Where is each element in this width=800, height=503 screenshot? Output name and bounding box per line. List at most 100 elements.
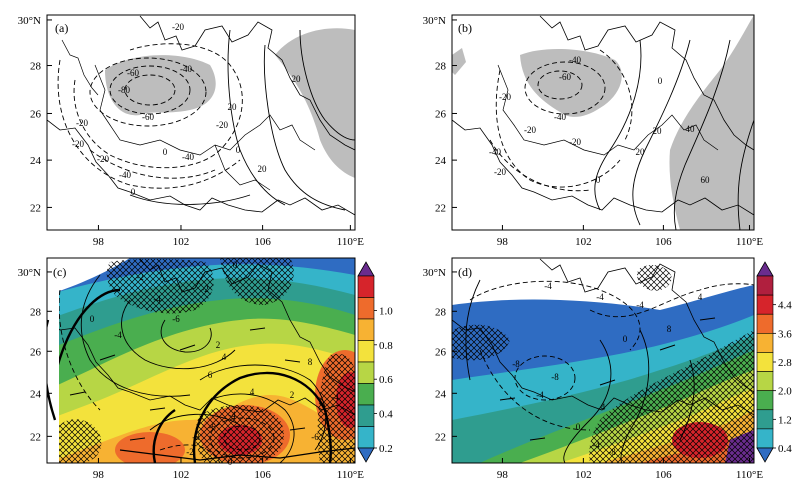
y-tick-label: 28 <box>435 61 447 73</box>
panel-b-shade-north <box>520 48 622 117</box>
contour-label: 8 <box>667 324 672 334</box>
panel-c-frame <box>46 257 356 464</box>
panel-b-border-inner <box>497 64 719 156</box>
y-tick-label: 26 <box>435 108 447 120</box>
colorbar-segment <box>756 409 774 430</box>
panel-a-coastline <box>139 15 355 151</box>
colorbar-label: 3.6 <box>778 328 792 340</box>
panel-a-shade-west <box>105 55 216 116</box>
contour-label: 0 <box>236 145 241 155</box>
colorbar-label: 1.2 <box>778 414 792 426</box>
colorbar-bottom-arrow <box>756 447 774 463</box>
contour-label: -6 <box>172 314 180 324</box>
x-tick-label: 110°E <box>736 236 763 248</box>
contour-label: -40 <box>569 55 581 65</box>
x-tick-label: 98 <box>497 469 509 481</box>
colorbar-segment <box>756 352 774 372</box>
contour-label: 0 <box>623 334 628 344</box>
x-tick-label: 102 <box>575 236 592 248</box>
panel-a: -20 -40 -60 -60 -80 -20 0 -20 -20 -40 -40 -20 0 20 20 2… <box>46 14 356 231</box>
colorbar-top-arrow <box>357 261 375 277</box>
contour-label: -60 <box>127 68 139 78</box>
contour-label: -8 <box>192 432 200 442</box>
contour-label: 8 <box>308 357 313 367</box>
x-tick-label: 98 <box>93 236 105 248</box>
panel-b-border-south <box>452 119 754 216</box>
panel-d-hatch-north <box>637 265 672 291</box>
colorbar-segment <box>357 361 375 384</box>
panel-c-hatch-ne <box>220 258 294 305</box>
y-tick-label: 24 <box>435 155 447 167</box>
y-tick-label: 30°N <box>18 15 41 27</box>
contour-label: -8 <box>512 359 520 369</box>
contour-label: -20 <box>76 118 88 128</box>
panel-d-frame <box>451 257 755 464</box>
colorbar-segment <box>357 404 375 427</box>
contour-label: -2 <box>186 447 194 457</box>
contour-label: 0 <box>90 314 95 324</box>
contour-label: -4 <box>114 330 122 340</box>
contour-label: -40 <box>489 147 501 157</box>
contour-label: -20 <box>172 22 184 32</box>
colorbar-label: 0.8 <box>379 340 393 352</box>
contour-label: -40 <box>182 152 194 162</box>
y-tick-label: 28 <box>30 61 42 73</box>
contour-label: -4 <box>153 294 161 304</box>
contour-label: -20 <box>524 125 536 135</box>
contour-label: 20 <box>258 164 268 174</box>
colorbar-segment <box>357 318 375 341</box>
panel-c-hatch-sw <box>55 419 102 463</box>
panel-b-label: (b) <box>458 21 472 35</box>
colorbar-segment <box>357 275 375 298</box>
y-tick-label: 22 <box>435 431 446 443</box>
colorbar-label: 2.0 <box>778 386 792 398</box>
colorbar-segment <box>756 428 774 449</box>
contour-label: -4 <box>228 410 236 420</box>
colorbar-label: 0.6 <box>379 374 393 386</box>
colorbar-label: 0.4 <box>778 443 792 455</box>
panel-b-coastline <box>539 15 754 151</box>
y-tick-label: 24 <box>435 388 447 400</box>
colorbar-segment <box>756 294 774 315</box>
panel-d: -4 -8 -4 -8 -4 0 -4 4 0 -4 -8 8 4 (d) <box>451 257 755 464</box>
contour-label: -80 <box>118 85 130 95</box>
x-tick-label: 98 <box>497 236 509 248</box>
contour-label: 6 <box>208 370 213 380</box>
colorbar-segment <box>756 275 774 296</box>
contour-label: -2 <box>136 272 144 282</box>
x-tick-label: 110°E <box>337 236 364 248</box>
y-tick-label: 26 <box>30 346 42 358</box>
contour-label: -4 <box>536 390 544 400</box>
contour-label: -60 <box>559 72 571 82</box>
contour-label: 60 <box>701 175 711 185</box>
contour-label: 2 <box>216 340 221 350</box>
panel-c-hatch-south <box>195 404 284 463</box>
panel-a-label: (a) <box>55 21 68 35</box>
contour-label: -60 <box>142 112 154 122</box>
y-tick-label: 28 <box>435 306 447 318</box>
panel-d-label: (d) <box>458 265 472 279</box>
contour-label: 4 <box>222 352 227 362</box>
x-tick-label: 106 <box>655 469 672 481</box>
y-tick-label: 30°N <box>423 15 446 27</box>
panel-a-border-inner <box>94 64 316 191</box>
colorbar-top-arrow <box>756 261 774 277</box>
contour-label: 20 <box>636 147 646 157</box>
y-tick-label: 22 <box>30 202 41 214</box>
colorbar-segment <box>357 426 375 449</box>
contour-label: 0 <box>233 260 238 270</box>
panel-c-label: (c) <box>53 265 66 279</box>
colorbar-bottom-arrow <box>357 447 375 463</box>
panel-a-border-west <box>61 39 99 96</box>
contour-label: 0 <box>228 457 233 467</box>
colorbar-segment <box>756 313 774 334</box>
colorbar-segment <box>756 371 774 391</box>
x-tick-label: 102 <box>173 236 190 248</box>
contour-label: 20 <box>228 102 238 112</box>
y-tick-label: 30°N <box>18 267 41 279</box>
contour-label: 40 <box>686 124 696 134</box>
colorbar-c: 1.0 0.8 0.6 0.4 0.2 <box>357 261 393 463</box>
y-tick-label: 22 <box>30 431 41 443</box>
panel-b: -40 -60 -20 -40 -20 -20 -40 -20 0 0 20 20 40 60 (b) <box>451 14 755 231</box>
x-tick-label: 102 <box>575 469 592 481</box>
